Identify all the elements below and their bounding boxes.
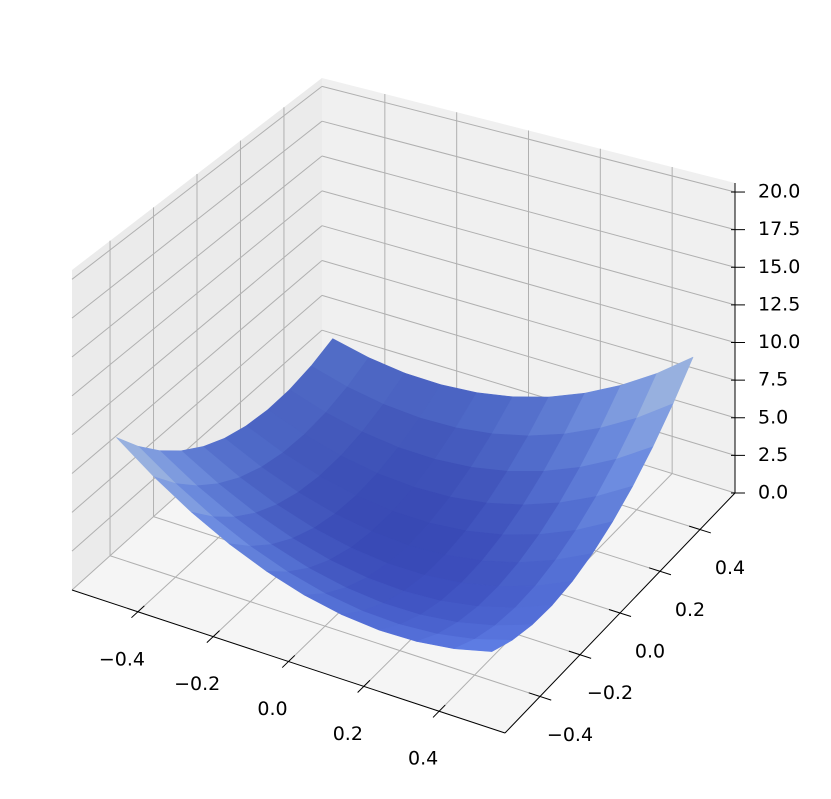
z-tick-label: 12.5 bbox=[758, 293, 800, 315]
z-tick-label: 2.5 bbox=[758, 444, 788, 466]
grid-line bbox=[321, 260, 736, 381]
grid-line bbox=[321, 155, 736, 268]
z-tick-label: 17.5 bbox=[758, 218, 800, 240]
z-tick-label: 7.5 bbox=[758, 369, 788, 391]
x-tick-label: 0.2 bbox=[333, 723, 363, 745]
grid-line bbox=[321, 85, 736, 193]
x-tick-label: 0.4 bbox=[408, 748, 438, 770]
grid-line bbox=[71, 120, 323, 319]
y-tick-label: −0.2 bbox=[587, 682, 633, 704]
grid-line bbox=[321, 329, 736, 456]
y-tick-label: 0.4 bbox=[715, 557, 745, 579]
y-axis bbox=[504, 492, 736, 734]
y-tick-label: −0.4 bbox=[547, 724, 593, 746]
grid-line bbox=[71, 190, 323, 397]
y-tick-label: 0.2 bbox=[675, 599, 705, 621]
grid-line bbox=[109, 555, 541, 697]
grid-line bbox=[321, 120, 736, 231]
grid-line bbox=[321, 225, 736, 343]
x-tick-label: 0.0 bbox=[257, 698, 287, 720]
z-tick-label: 15.0 bbox=[758, 256, 800, 278]
grid-line bbox=[71, 85, 323, 280]
z-tick-label: 20.0 bbox=[758, 181, 800, 203]
grid-line bbox=[71, 329, 323, 552]
x-tick-label: −0.2 bbox=[174, 673, 220, 695]
z-tick-label: 0.0 bbox=[758, 482, 788, 504]
surface-patch bbox=[453, 638, 513, 652]
grid-line bbox=[71, 294, 323, 513]
grid-line bbox=[71, 225, 323, 436]
x-axis bbox=[71, 589, 506, 734]
z-tick-label: 5.0 bbox=[758, 406, 788, 428]
x-tick-label: −0.4 bbox=[99, 648, 145, 670]
grid-line bbox=[321, 190, 736, 306]
grid-line bbox=[71, 155, 323, 358]
z-tick-label: 10.0 bbox=[758, 331, 800, 353]
y-tick-label: 0.0 bbox=[635, 641, 665, 663]
grid-line bbox=[71, 260, 323, 474]
